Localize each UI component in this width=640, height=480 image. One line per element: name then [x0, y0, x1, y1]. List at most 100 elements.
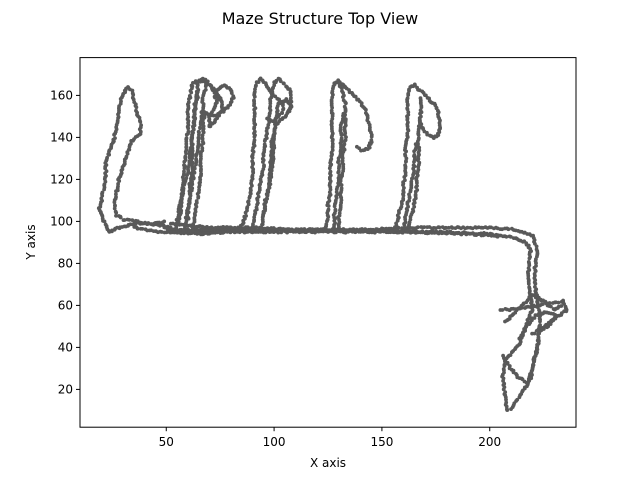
data-point [468, 225, 473, 230]
data-point [252, 98, 256, 103]
data-point [304, 228, 309, 233]
data-point [467, 231, 472, 236]
data-point [536, 330, 541, 335]
data-point [190, 133, 195, 138]
data-point [209, 84, 214, 88]
data-point [427, 231, 431, 235]
data-point [176, 219, 181, 224]
data-point [408, 217, 413, 222]
data-point [409, 179, 414, 184]
data-point [252, 110, 257, 115]
data-point [340, 89, 344, 93]
data-point [114, 213, 118, 218]
data-point [417, 118, 422, 123]
data-point [127, 144, 132, 149]
data-point [207, 123, 212, 128]
data-point [182, 163, 186, 168]
data-point [278, 79, 283, 84]
data-point [260, 156, 265, 161]
data-point [349, 227, 354, 232]
data-point [114, 210, 119, 215]
data-point [474, 233, 479, 238]
data-point [406, 112, 411, 117]
data-point [330, 116, 335, 121]
data-point [416, 167, 421, 172]
data-point [222, 230, 226, 235]
data-point [358, 227, 362, 232]
data-point [323, 228, 328, 233]
data-point [278, 226, 283, 231]
data-point [339, 186, 344, 191]
data-point [393, 228, 398, 232]
data-point [198, 180, 203, 185]
data-point [192, 119, 196, 123]
data-point [418, 96, 423, 101]
data-point [401, 196, 406, 201]
data-point [330, 89, 335, 94]
data-point [501, 367, 506, 371]
data-point [131, 92, 136, 97]
data-point [449, 225, 454, 230]
data-point [112, 206, 117, 211]
data-point [271, 150, 276, 155]
data-point [536, 336, 541, 341]
data-point [539, 328, 544, 332]
data-point [440, 225, 445, 230]
data-point [453, 226, 458, 231]
data-point [267, 117, 271, 121]
data-point [194, 199, 199, 203]
data-point [412, 204, 417, 209]
data-point [252, 129, 257, 134]
data-point [330, 148, 335, 153]
data-point [326, 207, 331, 212]
data-point [201, 126, 206, 131]
data-point [531, 362, 535, 367]
data-point [199, 167, 203, 172]
data-point [446, 230, 451, 235]
data-point [192, 123, 197, 128]
data-point [508, 353, 513, 357]
data-point [180, 196, 184, 201]
data-point [545, 325, 549, 330]
data-point [191, 81, 195, 85]
data-point [197, 132, 201, 137]
data-point [502, 362, 507, 367]
data-point [157, 220, 162, 225]
data-point [287, 227, 291, 232]
data-point [411, 163, 416, 168]
data-point [140, 221, 144, 225]
data-point [418, 108, 423, 113]
data-point [270, 89, 275, 94]
data-point [254, 225, 259, 230]
data-point [184, 136, 189, 141]
data-point [529, 371, 534, 376]
data-point [420, 230, 425, 235]
data-point [338, 194, 343, 199]
data-point [526, 276, 531, 281]
data-point [252, 89, 257, 94]
data-point [405, 96, 410, 101]
data-point [403, 178, 407, 183]
data-point [186, 216, 191, 221]
data-point [533, 295, 538, 300]
data-point [353, 94, 358, 99]
data-point [527, 285, 532, 290]
data-point [149, 222, 154, 226]
data-point [279, 230, 284, 235]
data-point [193, 102, 198, 107]
data-point [507, 234, 512, 239]
data-point [250, 173, 255, 178]
data-point [334, 190, 339, 194]
data-point [246, 199, 251, 204]
x-tick-label: 150 [370, 435, 393, 449]
data-point [113, 136, 117, 141]
data-point [186, 210, 191, 215]
data-point [186, 129, 191, 134]
data-point [405, 127, 410, 132]
data-point [191, 127, 196, 132]
data-point [528, 305, 533, 309]
data-point [213, 95, 217, 100]
data-point [264, 192, 269, 197]
data-point [533, 285, 537, 289]
data-point [195, 89, 200, 94]
